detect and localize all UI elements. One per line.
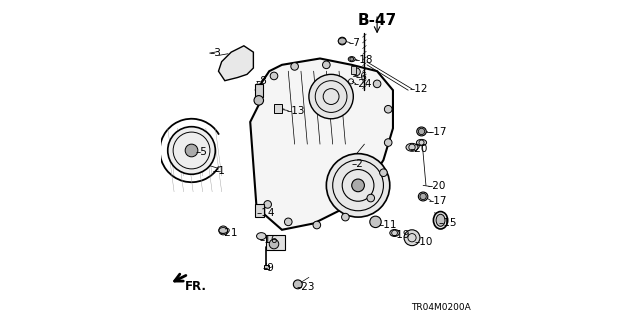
Circle shape — [270, 72, 278, 80]
Text: –11: –11 — [378, 220, 397, 230]
Polygon shape — [218, 46, 253, 81]
Text: –17: –17 — [429, 196, 447, 206]
Text: TR04M0200A: TR04M0200A — [411, 303, 470, 312]
Ellipse shape — [406, 143, 418, 151]
Text: –14: –14 — [257, 208, 275, 218]
Circle shape — [339, 37, 346, 45]
Ellipse shape — [436, 214, 445, 226]
Circle shape — [385, 139, 392, 146]
Bar — [266, 235, 285, 251]
Circle shape — [385, 105, 392, 113]
Ellipse shape — [257, 233, 266, 240]
Circle shape — [420, 193, 426, 200]
Text: –8: –8 — [255, 76, 268, 86]
Ellipse shape — [433, 212, 448, 229]
Circle shape — [168, 127, 215, 174]
Bar — [255, 84, 263, 97]
Bar — [351, 66, 356, 74]
Circle shape — [367, 194, 374, 202]
Text: –19: –19 — [392, 230, 410, 241]
Text: –1: –1 — [213, 166, 225, 176]
Circle shape — [264, 201, 271, 208]
Ellipse shape — [419, 192, 428, 201]
Circle shape — [185, 144, 198, 157]
Ellipse shape — [339, 38, 346, 44]
Text: FR.: FR. — [185, 280, 207, 293]
Circle shape — [313, 221, 321, 229]
Circle shape — [219, 226, 228, 235]
Circle shape — [350, 57, 354, 61]
Circle shape — [323, 61, 330, 69]
Text: –9: –9 — [262, 263, 274, 274]
Text: –23: –23 — [296, 282, 315, 292]
Text: –16: –16 — [260, 235, 278, 245]
Circle shape — [370, 216, 381, 228]
Circle shape — [291, 63, 298, 70]
Circle shape — [284, 218, 292, 226]
Text: –20: –20 — [410, 144, 428, 154]
Ellipse shape — [417, 127, 426, 136]
Circle shape — [326, 154, 390, 217]
Bar — [264, 265, 269, 269]
Circle shape — [380, 169, 387, 177]
Text: –6: –6 — [356, 72, 368, 82]
Text: –2: –2 — [352, 159, 364, 169]
Circle shape — [309, 74, 353, 119]
Text: –17: –17 — [429, 127, 447, 137]
Circle shape — [419, 128, 425, 135]
Text: B-47: B-47 — [358, 13, 397, 28]
Circle shape — [353, 68, 360, 76]
Text: –20: –20 — [428, 181, 445, 191]
Ellipse shape — [390, 229, 399, 236]
Circle shape — [293, 280, 302, 289]
Text: –3: –3 — [210, 48, 221, 58]
Circle shape — [373, 80, 381, 88]
Text: –5: –5 — [196, 148, 207, 157]
Circle shape — [254, 96, 264, 105]
Ellipse shape — [417, 140, 427, 146]
Text: –10: –10 — [414, 237, 433, 247]
Ellipse shape — [348, 57, 355, 62]
Text: –18: –18 — [355, 55, 373, 65]
Bar — [255, 204, 264, 217]
Bar — [274, 104, 282, 113]
Circle shape — [342, 213, 349, 221]
Text: –12: –12 — [410, 84, 428, 94]
Polygon shape — [250, 59, 393, 230]
Text: –13: –13 — [286, 106, 305, 116]
Circle shape — [352, 179, 364, 192]
Circle shape — [269, 239, 279, 249]
Text: –7: –7 — [349, 38, 360, 48]
Text: –24: –24 — [354, 79, 372, 89]
Text: –15: –15 — [438, 218, 457, 228]
Circle shape — [404, 230, 420, 246]
Text: –21: –21 — [219, 228, 237, 238]
